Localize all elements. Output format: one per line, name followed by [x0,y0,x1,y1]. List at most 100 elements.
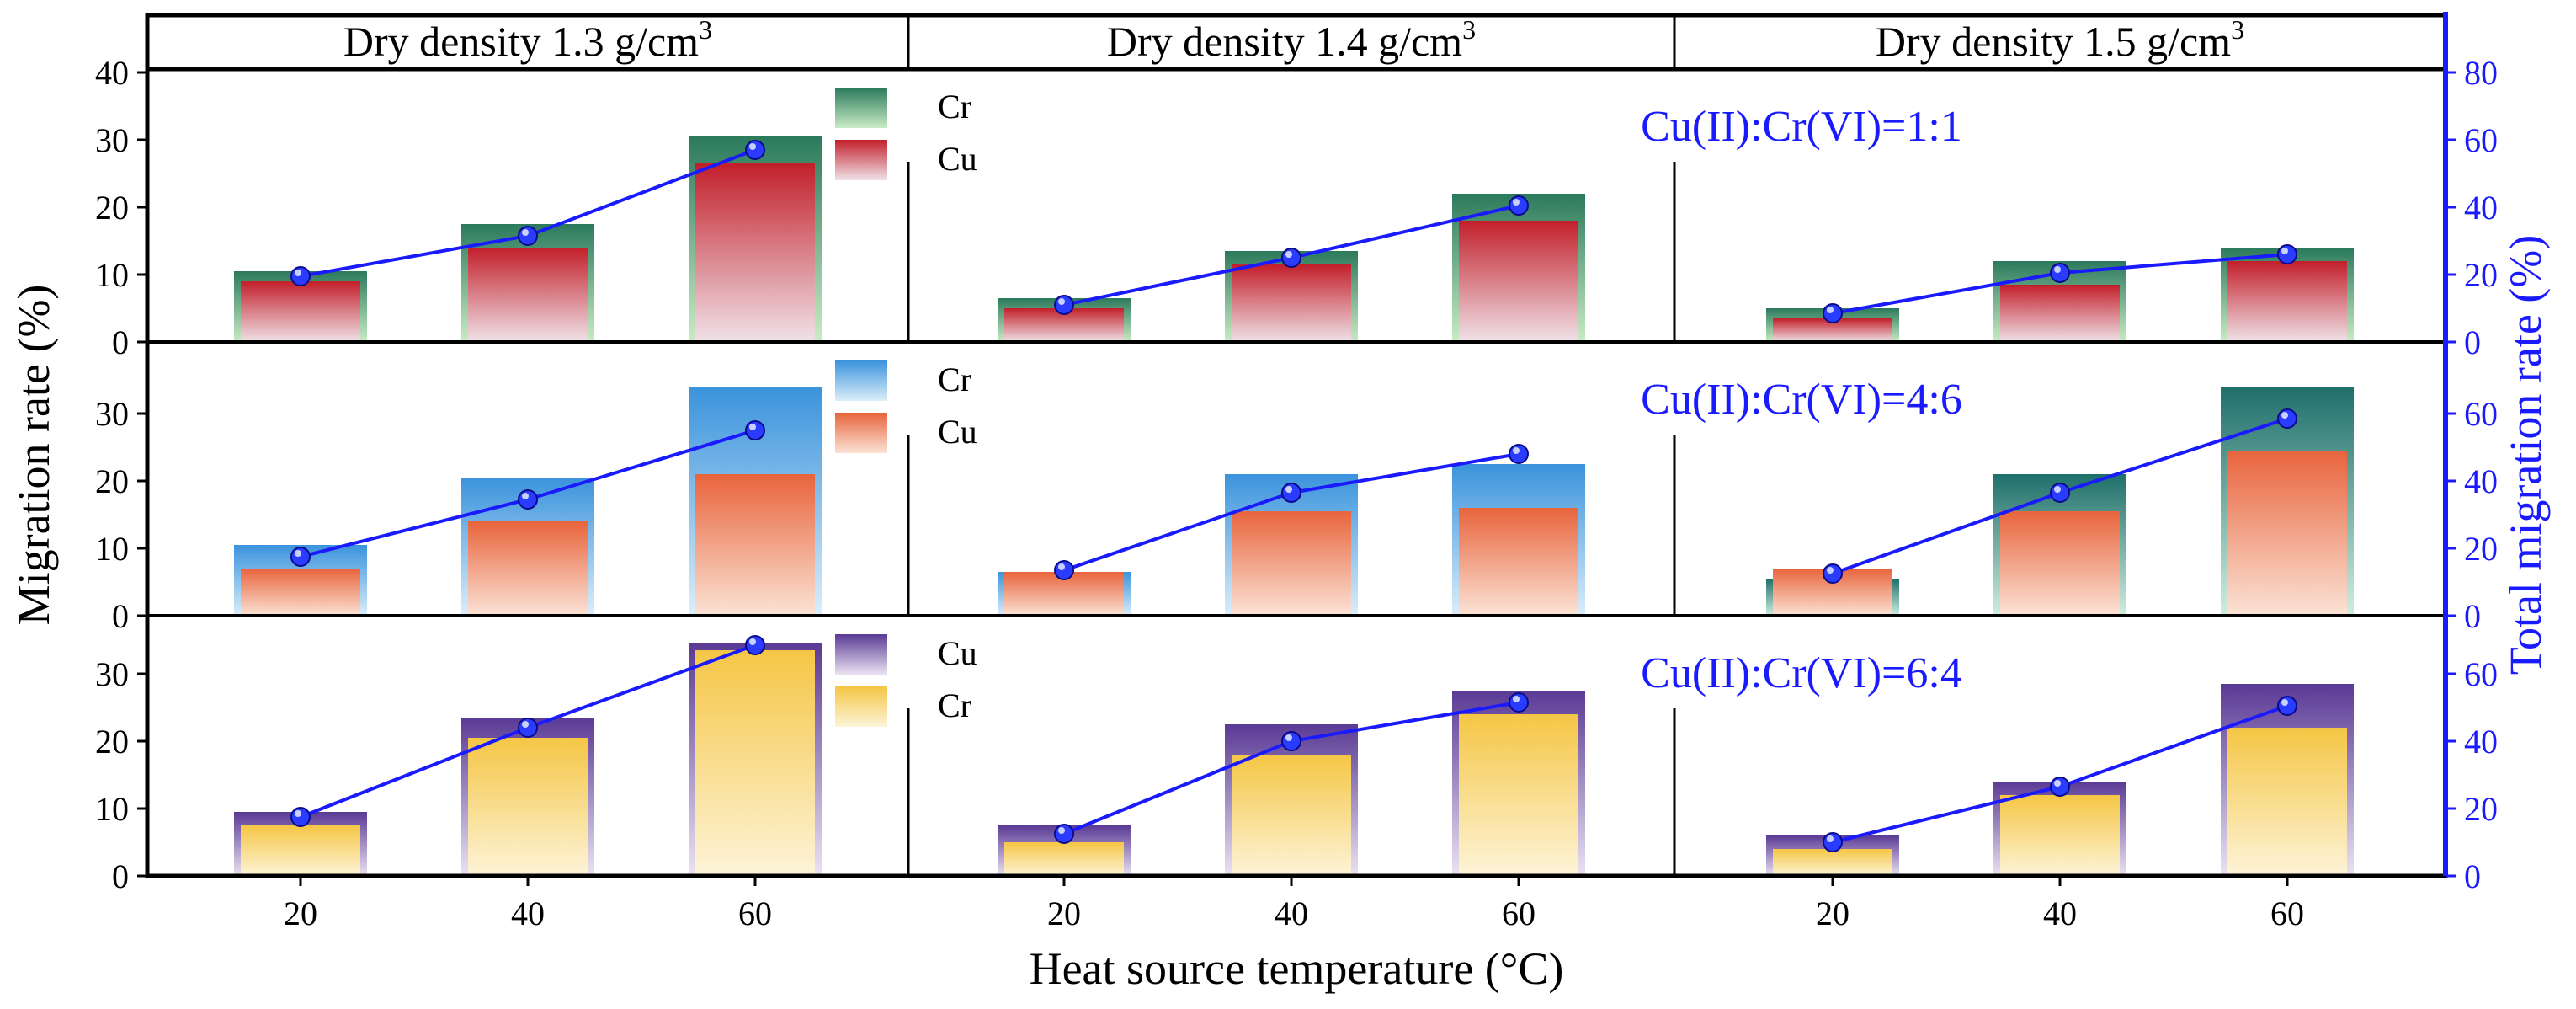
total-point-r0-c2-20 [1823,303,1843,323]
x-tick-label: 60 [1502,894,1535,932]
bar-cu-r1-c0-40 [468,521,588,616]
legend-swatch-cr [835,360,887,401]
left-tick-label: 0 [112,857,129,895]
bar-cr-r2-c0-60 [695,650,815,876]
total-point-r0-c2-40 [2050,263,2070,283]
point-highlight [2054,266,2061,273]
point-highlight [1285,251,1292,258]
point-highlight [749,424,756,430]
bar-cu-r1-c2-40 [2000,511,2120,616]
total-point-r0-c2-60 [2277,244,2297,264]
total-point-r2-c0-60 [745,635,765,655]
total-point-r0-c0-20 [290,266,311,286]
legend-label-cu: Cu [938,413,977,451]
point-highlight [2281,699,2288,706]
right-tick-label: 60 [2464,121,2498,159]
right-tick-label: 0 [2464,597,2481,635]
right-tick-label: 20 [2464,530,2498,568]
right-tick-label: 60 [2464,655,2498,693]
point-highlight [1513,447,1520,454]
legend-label-cr: Cr [938,360,971,398]
x-tick-label: 20 [284,894,317,932]
x-tick-label: 20 [1047,894,1081,932]
bar-cr-r2-c1-60 [1459,714,1578,876]
total-point-r1-c0-60 [745,420,765,440]
left-tick-label: 10 [95,790,129,828]
ratio-label-row0: Cu(II):Cr(VI)=1:1 [1641,103,1962,151]
column-header-2: Dry density 1.4 g/cm3 [1107,14,1476,65]
point-highlight [1827,835,1834,842]
right-tick-label: 60 [2464,395,2498,433]
total-point-r2-c1-40 [1281,731,1301,751]
x-tick-label: 20 [1816,894,1850,932]
total-point-r1-c2-40 [2050,483,2070,503]
left-axis-title: Migration rate (%) [8,285,59,626]
bar-cr-r2-c2-20 [1773,849,1892,876]
total-point-r1-c0-20 [290,547,311,567]
total-point-r0-c1-60 [1509,195,1529,216]
total-point-r1-c2-60 [2277,408,2297,429]
point-highlight [749,143,756,150]
point-highlight [1513,696,1520,702]
column-header-1: Dry density 1.3 g/cm3 [343,14,712,65]
bar-cr-r2-c1-20 [1004,842,1124,876]
legend-swatch-cr [835,88,887,128]
point-highlight [295,270,301,276]
total-point-r2-c0-20 [290,807,311,827]
point-highlight [522,721,529,728]
point-highlight [2281,248,2288,254]
bar-cr-r2-c0-40 [468,738,588,876]
ratio-label-row1: Cu(II):Cr(VI)=4:6 [1641,376,1962,424]
bar-cu-r1-c0-60 [695,474,815,616]
legend-swatch-cu [835,140,887,180]
point-highlight [2054,780,2061,787]
x-tick-label: 40 [511,894,545,932]
point-highlight [522,229,529,236]
bar-cu-r0-c0-60 [695,163,815,342]
bars-layer [234,88,2354,876]
bar-cu-r0-c1-40 [1232,264,1351,342]
right-tick-label: 0 [2464,857,2481,895]
legend-label-cu: Cu [938,140,977,178]
bar-cu-r0-c2-60 [2227,261,2347,342]
left-tick-label: 20 [95,723,129,761]
x-tick-label: 40 [1275,894,1308,932]
bar-cu-r0-c1-60 [1459,221,1578,342]
legend-label-cr: Cr [938,88,971,125]
right-axis-title: Total migration rate (%) [2500,235,2551,675]
left-tick-label: 0 [112,597,129,635]
point-highlight [1058,827,1065,834]
total-point-r1-c2-20 [1823,563,1843,584]
total-point-r1-c1-60 [1509,444,1529,464]
left-tick-label: 30 [95,655,129,693]
legend-swatch-cr [835,686,887,727]
total-point-r1-c1-20 [1054,560,1074,580]
legend-swatch-cu [835,634,887,675]
x-tick-label: 60 [2270,894,2304,932]
bar-cu-r1-c1-40 [1232,511,1351,616]
total-point-r2-c1-60 [1509,692,1529,713]
total-point-r2-c1-20 [1054,824,1074,844]
legend-label-cu: Cu [938,634,977,672]
point-highlight [522,493,529,499]
legend-label-cr: Cr [938,686,971,724]
legend-swatch-cu [835,413,887,453]
right-tick-label: 40 [2464,462,2498,500]
x-axis-title: Heat source temperature (°C) [1030,943,1564,994]
point-highlight [1827,307,1834,313]
point-highlight [2054,486,2061,493]
point-highlight [1827,567,1834,574]
bar-cu-r1-c1-60 [1459,508,1578,616]
column-header-3: Dry density 1.5 g/cm3 [1876,14,2244,65]
right-tick-label: 40 [2464,189,2498,227]
right-tick-label: 40 [2464,723,2498,761]
total-lines-layer [290,140,2297,852]
point-highlight [2281,412,2288,419]
point-highlight [1058,298,1065,305]
left-tick-label: 10 [95,256,129,294]
bar-cr-r2-c2-60 [2227,728,2347,876]
x-tick-label: 40 [2043,894,2077,932]
bar-cr-r2-c0-20 [241,825,360,876]
total-point-r0-c0-40 [518,226,538,246]
